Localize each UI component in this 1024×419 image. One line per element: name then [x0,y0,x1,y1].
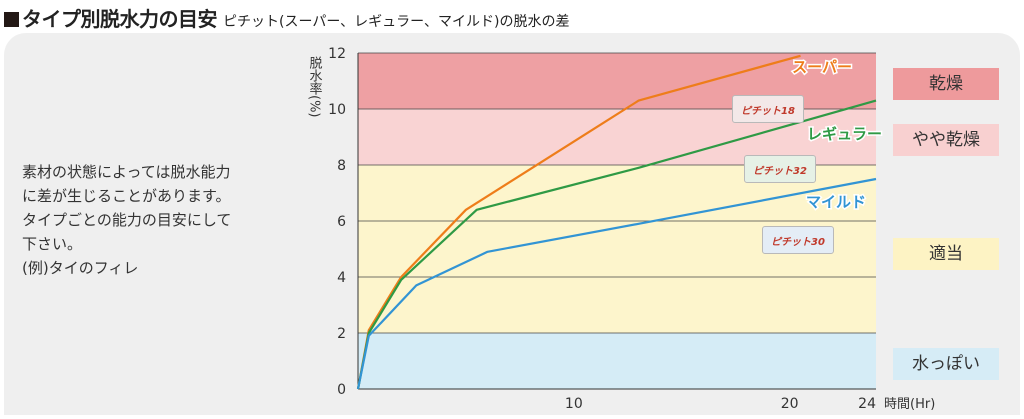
page-subtitle: ピチット(スーパー、レギュラー、マイルド)の脱水の差 [223,14,570,30]
product-box-regular: ピチット32 [744,155,816,183]
y-tick-label: 10 [328,102,346,118]
x-tick-label: 10 [565,396,583,412]
description-line: タイプごとの能力の目安にして [22,211,232,229]
level-label-adequate: 適当 [893,238,999,270]
description-text: 素材の状態によっては脱水能力 に差が生じることがあります。 タイプごとの能力の目… [22,160,231,280]
series-label-2: マイルド [806,193,866,211]
level-label-watery: 水っぽい [893,348,999,380]
y-tick-label: 8 [337,158,346,174]
x-axis-label: 時間(Hr) [884,397,935,412]
description-line: に差が生じることがあります。 [22,187,231,205]
x-tick-label: 20 [781,396,799,412]
band-3 [358,333,876,389]
y-tick-label: 6 [337,214,346,230]
title-square-icon [4,12,19,27]
series-line-2 [356,177,877,390]
series-label-1: レギュラー [807,125,882,143]
page-title: タイプ別脱水力の目安 [22,7,218,31]
product-box-super: ピチット18 [732,95,804,123]
level-label-semi-dry: やや乾燥 [893,124,999,156]
series-label-0: スーパー [792,58,852,76]
y-tick-label: 0 [337,382,346,398]
title-row: タイプ別脱水力の目安 ピチット(スーパー、レギュラー、マイルド)の脱水の差 [4,3,570,31]
y-axis-label: 脱水率(%) [307,56,323,118]
y-tick-label: 4 [337,270,346,286]
description-example: (例)タイのフィレ [22,259,139,277]
description-line: 素材の状態によっては脱水能力 [22,163,231,181]
product-box-mild: ピチット30 [762,226,834,254]
y-tick-label: 12 [328,46,346,62]
y-tick-label: 2 [337,326,346,342]
description-line: 下さい。 [22,235,83,253]
level-label-dry: 乾燥 [893,68,999,100]
x-tick-label: 24 [858,396,876,412]
